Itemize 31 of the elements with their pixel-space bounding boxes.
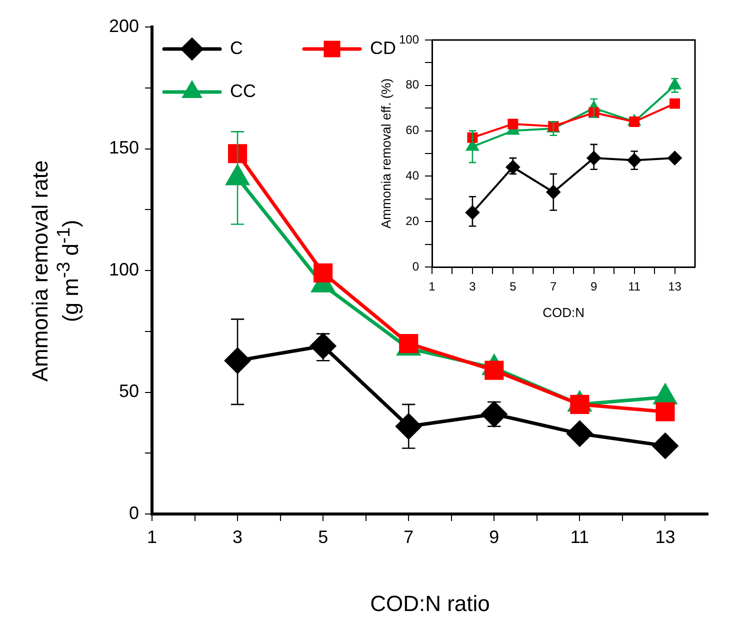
y-tick-label: 0 [128, 502, 139, 523]
y-tick-label: 200 [108, 16, 139, 36]
x-tick-label: 3 [232, 526, 243, 547]
x-tick-label: 5 [510, 280, 517, 294]
x-tick-label: 1 [146, 526, 158, 547]
legend-label: CC [230, 80, 256, 101]
x-tick-label: 13 [668, 280, 682, 294]
x-tick-label: 11 [628, 280, 641, 294]
x-tick-label: 9 [590, 280, 598, 294]
y-tick-label: 20 [406, 214, 420, 228]
y-tick-label: 0 [412, 259, 420, 274]
y-tick-label: 150 [108, 138, 139, 158]
x-tick-label: 7 [404, 526, 414, 547]
y-tick-label: 50 [118, 381, 139, 402]
x-tick-label: 3 [469, 280, 476, 294]
y-axis-title: Ammonia removal eff. (%) [378, 78, 394, 228]
legend-label: C [230, 38, 243, 58]
x-tick-label: 7 [550, 280, 558, 294]
y-tick-label: 40 [406, 168, 420, 183]
x-tick-label: 1 [428, 280, 436, 294]
x-axis-title: COD:N ratio [370, 590, 490, 616]
x-tick-label: 13 [655, 526, 676, 547]
y-tick-label: 60 [406, 123, 420, 138]
x-tick-label: 11 [570, 526, 590, 547]
x-axis-title: COD:N [542, 304, 584, 320]
y-tick-label: 100 [108, 259, 139, 280]
y-tick-label: 100 [398, 32, 420, 46]
x-tick-label: 5 [318, 526, 328, 547]
x-tick-label: 9 [489, 526, 500, 547]
legend-label: CD [370, 38, 396, 58]
y-tick-label: 80 [406, 78, 420, 92]
